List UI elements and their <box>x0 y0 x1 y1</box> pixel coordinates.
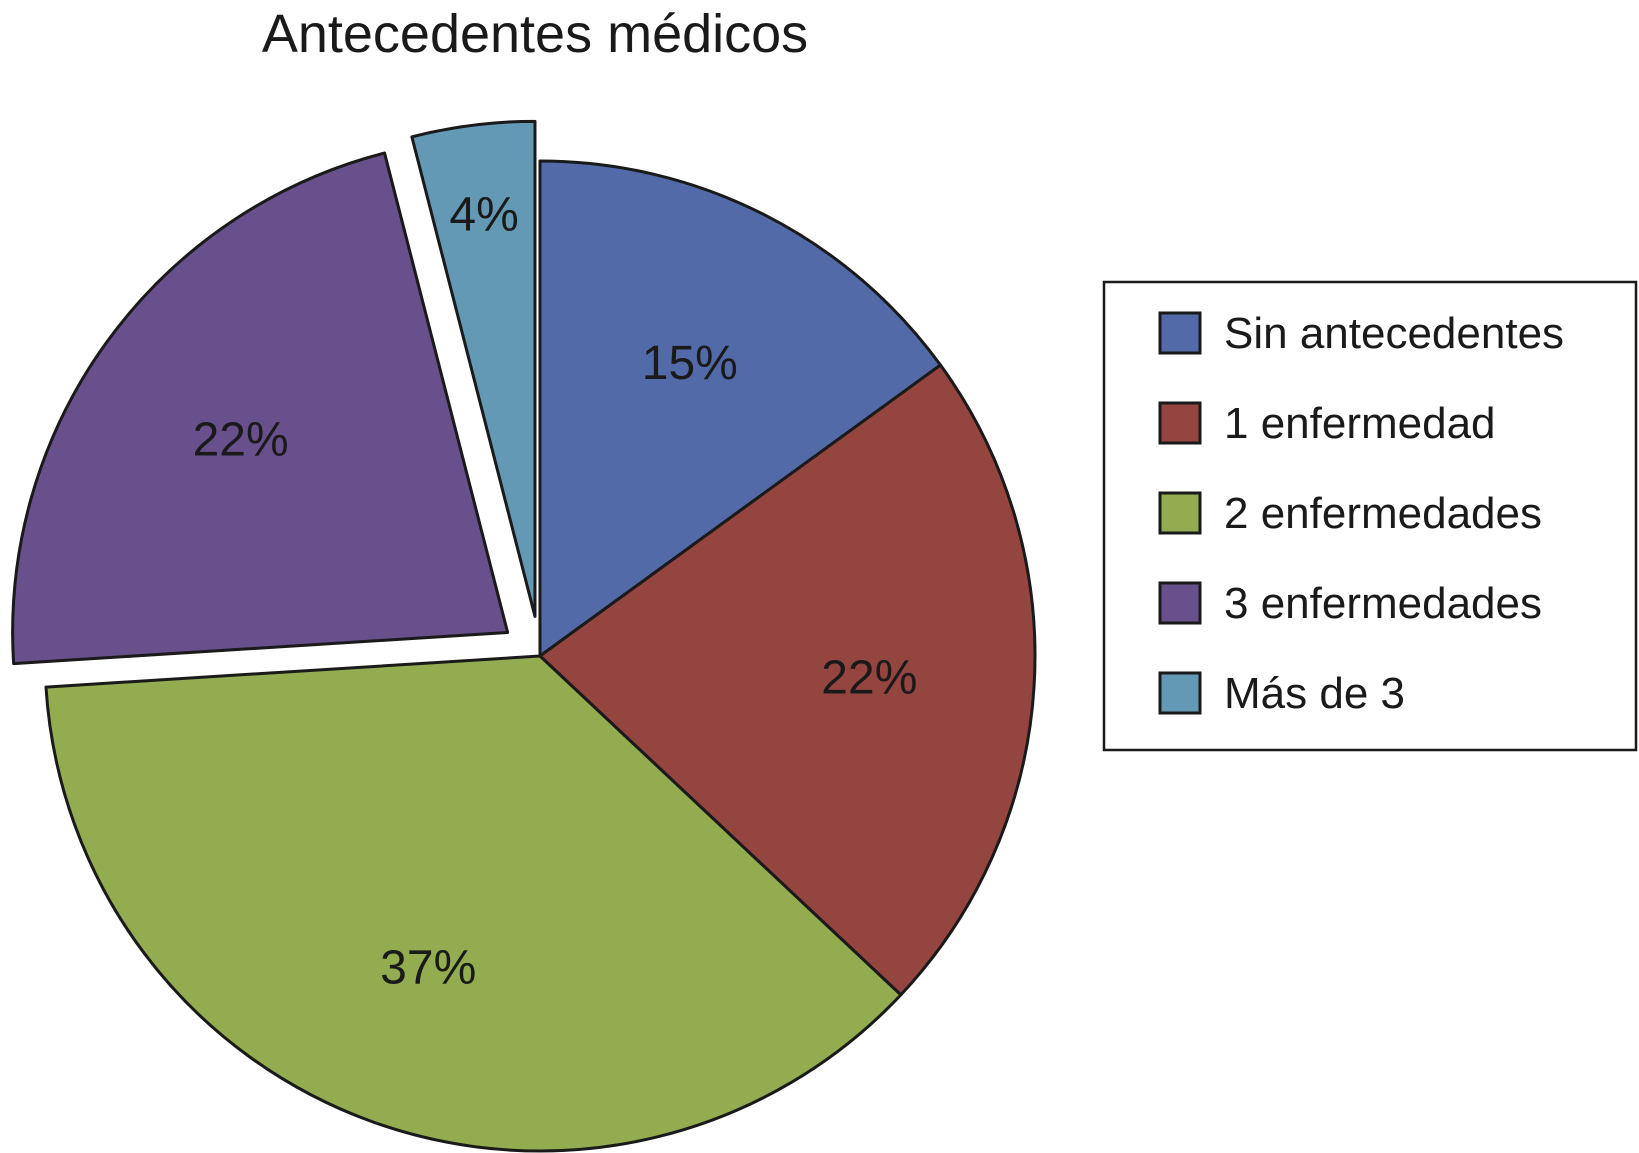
legend-swatch-2-enfermedades <box>1158 491 1202 535</box>
slice-label-1-enfermedad: 22% <box>821 652 917 705</box>
pie-slice-2-enfermedades <box>44 654 903 1153</box>
pie-slices <box>11 119 1037 1153</box>
legend-label-mas-de-3: Más de 3 <box>1224 669 1405 718</box>
slice-label-mas-de-3: 4% <box>449 189 518 242</box>
legend-label-3-enfermedades: 3 enfermedades <box>1224 579 1542 628</box>
pie-slice-1-enfermedad <box>538 363 1037 997</box>
legend-swatch-3-enfermedades <box>1158 581 1202 625</box>
slice-label-2-enfermedades: 37% <box>380 941 476 994</box>
legend-label-2-enfermedades: 2 enfermedades <box>1224 489 1542 538</box>
pie-slice-sin-antecedentes <box>538 159 942 658</box>
pie-slice-3-enfermedades <box>11 151 510 666</box>
legend-swatch-mas-de-3 <box>1158 671 1202 715</box>
chart-title: Antecedentes médicos <box>262 4 808 64</box>
pie-slice-mas-de-3 <box>410 119 537 618</box>
legend-swatch-1-enfermedad <box>1158 401 1202 445</box>
slice-label-sin-antecedentes: 15% <box>642 337 738 390</box>
slice-label-3-enfermedades: 22% <box>193 414 289 467</box>
legend-swatch-sin-antecedentes <box>1158 311 1202 355</box>
legend: Sin antecedentes 1 enfermedad 2 enfermedad… <box>1102 280 1638 752</box>
legend-label-1-enfermedad: 1 enfermedad <box>1224 399 1496 448</box>
legend-label-sin-antecedentes: Sin antecedentes <box>1224 309 1564 358</box>
pie-slice-labels: 15% 22% 37% 22% 4% <box>193 189 918 995</box>
